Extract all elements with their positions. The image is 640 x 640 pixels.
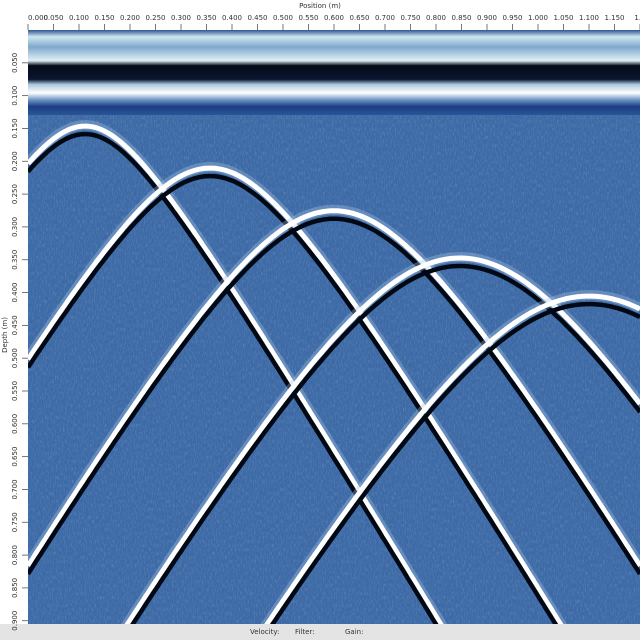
x-tick-label: 0.450 — [247, 14, 267, 22]
x-axis-title: Position (m) — [299, 2, 341, 10]
x-tick-label: 0.550 — [298, 14, 318, 22]
x-tick-label: 0.100 — [69, 14, 89, 22]
x-tick-label: 0.200 — [120, 14, 140, 22]
hyperbola — [28, 120, 448, 624]
x-tick-label: 0.250 — [145, 14, 165, 22]
x-tick-label: 0.800 — [426, 14, 446, 22]
y-tick-label: 0.100 — [11, 86, 19, 106]
x-tick-label: 0.500 — [273, 14, 293, 22]
y-tick-label: 0.050 — [11, 53, 19, 73]
plot-area — [28, 30, 640, 624]
y-tick-label: 0.350 — [11, 250, 19, 270]
hyperbola — [28, 204, 640, 576]
y-tick-label: 0.300 — [11, 217, 19, 237]
x-tick-label: 0.900 — [477, 14, 497, 22]
y-tick-label: 0.800 — [11, 545, 19, 565]
y-tick-label: 0.900 — [11, 611, 19, 631]
x-tick-label: 0.600 — [324, 14, 344, 22]
x-tick-label: 0.400 — [222, 14, 242, 22]
x-tick-label: 1.2 — [634, 14, 640, 22]
x-tick-label: 1.050 — [553, 14, 573, 22]
status-label: Gain: — [345, 628, 363, 636]
hyperbola-white — [28, 208, 640, 568]
hyperbola — [28, 162, 567, 624]
y-axis-title: Depth (m) — [1, 317, 9, 353]
y-tick-label: 0.750 — [11, 512, 19, 532]
x-tick-label: 1.100 — [579, 14, 599, 22]
x-tick-label: 0.650 — [349, 14, 369, 22]
y-tick-label: 0.650 — [11, 447, 19, 467]
x-tick-label: 0.300 — [171, 14, 191, 22]
direct-wave-band — [28, 30, 640, 115]
hyperbola-white — [124, 255, 640, 624]
hyperbola — [120, 252, 640, 624]
y-tick-label: 0.450 — [11, 315, 19, 335]
hyperbola-white — [28, 165, 564, 624]
x-tick-label: 0.000 — [28, 14, 48, 22]
x-tick-label: 1.150 — [604, 14, 624, 22]
hyperbola-black — [28, 131, 439, 624]
y-tick-label: 0.250 — [11, 184, 19, 204]
y-tick-label: 0.150 — [11, 118, 19, 138]
status-bar — [0, 624, 640, 640]
noise-texture — [28, 110, 640, 624]
x-tick-label: 0.050 — [43, 14, 63, 22]
status-label: Filter: — [295, 628, 315, 636]
hyperbola-black — [130, 263, 640, 624]
x-tick-label: 0.150 — [94, 14, 114, 22]
y-tick-label: 0.500 — [11, 348, 19, 368]
y-tick-label: 0.400 — [11, 283, 19, 303]
y-tick-label: 0.850 — [11, 578, 19, 598]
hyperbola-white — [28, 123, 444, 624]
x-tick-label: 0.750 — [400, 14, 420, 22]
hyperbola-black — [269, 301, 640, 624]
x-tick-label: 0.700 — [375, 14, 395, 22]
y-tick-label: 0.550 — [11, 381, 19, 401]
status-label: Velocity: — [250, 628, 279, 636]
hyperbola-black — [28, 173, 559, 624]
x-tick-label: 1.000 — [528, 14, 548, 22]
x-tick-label: 0.350 — [196, 14, 216, 22]
y-tick-label: 0.700 — [11, 479, 19, 499]
y-tick-label: 0.200 — [11, 151, 19, 171]
y-tick-label: 0.600 — [11, 414, 19, 434]
hyperbola — [260, 290, 640, 624]
hyperbola-black — [28, 216, 640, 576]
x-tick-label: 0.950 — [502, 14, 522, 22]
hyperbola-white — [264, 293, 640, 624]
x-tick-label: 0.850 — [451, 14, 471, 22]
